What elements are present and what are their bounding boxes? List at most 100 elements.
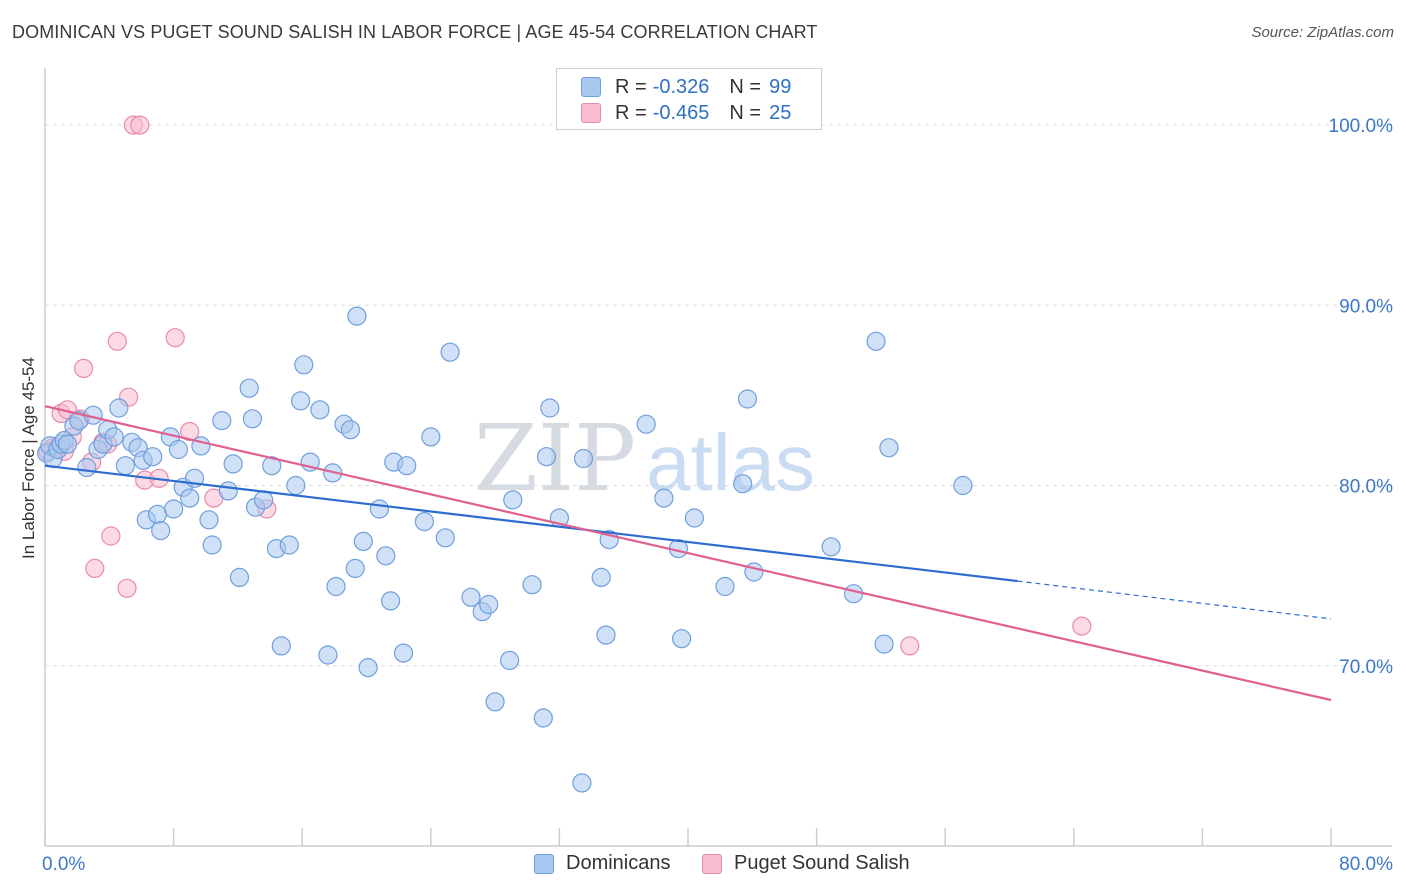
trend-lines [44, 405, 1332, 702]
data-point-dominicans [143, 447, 163, 467]
legend-item-puget-sound-salish[interactable]: Puget Sound Salish [702, 852, 910, 875]
source-label: Source: ZipAtlas.com [1251, 24, 1394, 41]
r-label: R = [615, 75, 647, 98]
data-point-dominicans [286, 475, 306, 496]
data-point-dominicans [479, 594, 499, 615]
data-point-dominicans [164, 499, 184, 519]
series-legend: Dominicans Puget Sound Salish [0, 850, 1406, 880]
data-point-dominicans [533, 708, 553, 728]
data-point-dominicans [271, 636, 291, 656]
data-point-dominicans [540, 398, 560, 418]
data-point-dominicans [500, 650, 520, 671]
series-dominicans [36, 306, 973, 793]
legend-row-dominicans: R = -0.326 N = 99 [581, 74, 791, 100]
data-point-dominicans [340, 420, 360, 440]
legend-swatch-blue [534, 853, 554, 874]
data-point-dominicans [421, 427, 441, 447]
r-value: -0.326 [652, 75, 710, 98]
data-point-puget-sound-salish [1072, 616, 1092, 636]
data-point-dominicans [879, 438, 899, 458]
data-point-dominicans [953, 475, 973, 496]
r-value: -0.465 [652, 101, 710, 124]
data-point-dominicans [212, 411, 232, 431]
x-tick-label: 80.0% [1339, 854, 1393, 875]
data-point-dominicans [503, 490, 523, 510]
data-point-dominicans [199, 510, 219, 530]
data-point-puget-sound-salish [107, 331, 127, 351]
data-point-puget-sound-salish [130, 115, 150, 135]
data-point-dominicans [279, 535, 299, 555]
legend-swatch-pink [581, 103, 601, 123]
data-point-dominicans [485, 692, 505, 712]
n-value: 99 [769, 75, 792, 98]
data-point-dominicans [151, 520, 171, 541]
data-point-dominicans [737, 389, 758, 409]
data-point-dominicans [345, 558, 365, 579]
data-point-dominicans [310, 400, 330, 420]
data-point-dominicans [262, 456, 282, 476]
data-point-dominicans [358, 657, 378, 678]
data-point-dominicans [376, 546, 396, 566]
tick-labels: 70.0% 80.0% 90.0% 100.0% 0.0% 80.0% [42, 116, 1393, 875]
data-point-dominicans [347, 306, 367, 326]
data-point-puget-sound-salish [73, 358, 94, 378]
series-puget-sound-salish [38, 115, 1092, 656]
y-axis-label: In Labor Force | Age 45-54 [19, 357, 38, 559]
data-point-dominicans [671, 629, 692, 649]
data-point-dominicans [326, 576, 346, 597]
data-point-dominicans [866, 331, 886, 351]
data-point-dominicans [715, 576, 735, 597]
data-point-dominicans [147, 504, 168, 525]
data-point-puget-sound-salish [165, 328, 185, 348]
y-tick-label: 90.0% [1339, 296, 1393, 317]
data-point-puget-sound-salish [117, 578, 137, 598]
data-point-dominicans [294, 355, 314, 375]
data-point-dominicans [318, 645, 338, 665]
n-label: N = [729, 75, 762, 98]
watermark-atlas: atlas [646, 418, 815, 507]
y-tick-label: 80.0% [1339, 477, 1393, 498]
y-tick-label: 100.0% [1329, 116, 1394, 137]
legend-row-puget-sound-salish: R = -0.465 N = 25 [581, 100, 791, 126]
data-point-dominicans [397, 456, 417, 476]
data-point-dominicans [202, 535, 222, 555]
trend-line-dominicans [44, 464, 1018, 583]
data-point-dominicans [522, 575, 542, 595]
correlation-legend: R = -0.326 N = 99 R = -0.465 N = 25 [556, 68, 822, 130]
data-point-dominicans [573, 448, 594, 469]
n-value: 25 [769, 101, 792, 124]
data-point-dominicans [596, 625, 616, 645]
data-point-dominicans [77, 457, 97, 478]
data-point-dominicans [435, 528, 455, 548]
data-point-dominicans [242, 409, 262, 429]
legend-item-dominicans[interactable]: Dominicans [534, 852, 670, 875]
data-point-dominicans [109, 398, 129, 418]
legend-swatch-pink [702, 853, 722, 874]
data-point-dominicans [254, 490, 274, 510]
data-point-dominicans [218, 481, 238, 501]
legend-swatch-blue [581, 77, 601, 97]
data-point-dominicans [414, 511, 434, 532]
data-point-dominicans [572, 773, 592, 793]
data-point-dominicans [440, 342, 460, 362]
n-label: N = [729, 101, 762, 124]
data-point-puget-sound-salish [101, 526, 121, 546]
data-point-dominicans [636, 414, 656, 434]
data-point-dominicans [393, 643, 414, 663]
trend-line-puget-sound-salish [44, 405, 1332, 702]
data-point-puget-sound-salish [85, 558, 105, 579]
y-tick-label: 70.0% [1339, 657, 1393, 678]
data-point-dominicans [381, 591, 401, 611]
data-point-dominicans [733, 474, 753, 494]
data-point-dominicans [223, 454, 243, 474]
data-point-dominicans [291, 391, 311, 411]
data-point-dominicans [874, 634, 894, 654]
data-point-dominicans [180, 488, 200, 508]
grid-lines [45, 124, 1392, 667]
data-point-dominicans [229, 567, 250, 588]
data-point-dominicans [821, 537, 841, 557]
data-point-dominicans [115, 456, 136, 476]
data-point-dominicans [591, 567, 611, 588]
data-point-dominicans [536, 447, 557, 467]
